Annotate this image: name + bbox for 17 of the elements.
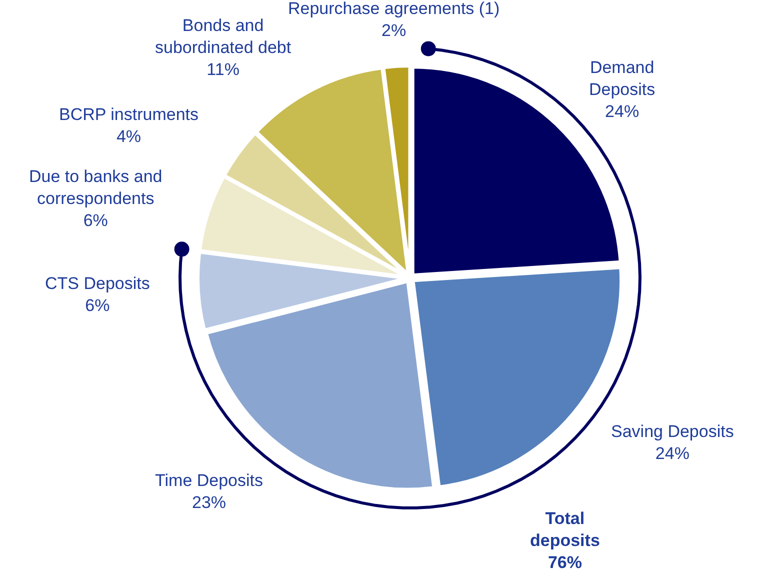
slice-label: Bonds and subordinated debt [155, 16, 292, 58]
slice-label: Saving Deposits [611, 422, 734, 441]
data-label: 6% [85, 296, 110, 316]
data-label: 11% [206, 60, 240, 80]
data-label: 6% [83, 211, 108, 230]
slice-label: Repurchase agreements (1) [288, 0, 500, 18]
slice-label: Time Deposits [155, 471, 264, 490]
text: Total deposits 76% [530, 509, 600, 572]
data-label: 24% [605, 102, 640, 122]
slice-label: Demand Deposits [589, 58, 656, 100]
data-label: 4% [116, 127, 142, 146]
data-label: 24% [655, 444, 690, 464]
data-label: 23% [192, 493, 226, 512]
slice-label: CTS Deposits [45, 274, 150, 293]
slice-label: BCRP instruments [59, 105, 199, 124]
data-label: 2% [382, 21, 406, 40]
slice-label: Due to banks and correspondents [29, 167, 162, 208]
